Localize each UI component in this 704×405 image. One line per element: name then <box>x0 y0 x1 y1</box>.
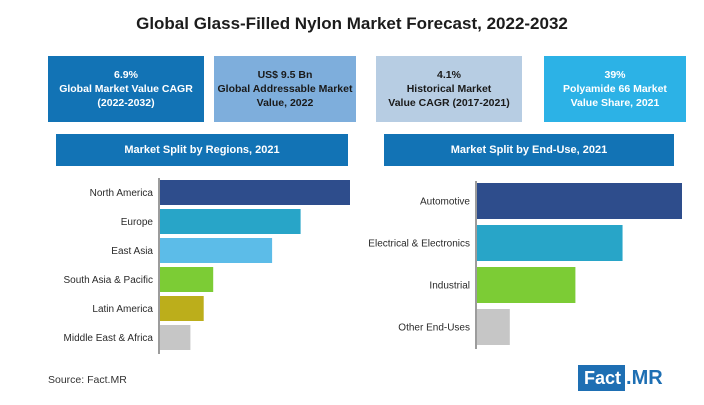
category-label-north-america: North America <box>90 188 154 199</box>
category-label-electrical-electronics: Electrical & Electronics <box>368 239 470 250</box>
category-label-south-asia-pacific: South Asia & Pacific <box>64 275 154 286</box>
stat-card-addressable-market: US$ 9.5 Bn Global Addressable Market Val… <box>214 56 356 122</box>
chart-title: Global Glass-Filled Nylon Market Forecas… <box>136 14 568 33</box>
bar-europe <box>160 209 301 234</box>
category-label-industrial: Industrial <box>429 281 470 292</box>
stat-label: Global Addressable Market <box>217 83 353 95</box>
source-note: Source: Fact.MR <box>48 374 127 386</box>
category-label-east-asia: East Asia <box>111 246 153 257</box>
stat-label-period: Value Share, 2021 <box>570 97 660 109</box>
stat-label: Global Market Value CAGR <box>59 83 193 95</box>
stat-label: Polyamide 66 Market <box>563 83 667 95</box>
bar-south-asia-pacific <box>160 267 214 292</box>
stat-label: Historical Market <box>406 83 492 95</box>
category-label-europe: Europe <box>121 217 154 228</box>
stat-value: 6.9% <box>114 69 138 81</box>
stat-card-market-value-cagr: 6.9% Global Market Value CAGR (2022-2032… <box>48 56 204 122</box>
category-label-middle-east-africa: Middle East & Africa <box>64 333 154 344</box>
stat-label-period: Value CAGR (2017-2021) <box>388 97 510 109</box>
bar-electrical-electronics <box>477 225 623 261</box>
stat-card-historical-cagr: 4.1% Historical Market Value CAGR (2017-… <box>376 56 522 122</box>
category-label-automotive: Automotive <box>420 197 470 208</box>
bar-industrial <box>477 267 576 303</box>
bar-charts: North America Europe East Asia South Asia &… <box>64 178 682 354</box>
category-label-latin-america: Latin America <box>92 304 153 315</box>
stat-label-period: Value, 2022 <box>256 97 314 109</box>
stat-value: 39% <box>604 69 626 81</box>
regions-bar-chart: North America Europe East Asia South Asia &… <box>64 178 350 354</box>
stat-value: 4.1% <box>437 69 461 81</box>
stat-card-polyamide-share: 39% Polyamide 66 Market Value Share, 202… <box>544 56 686 122</box>
end-use-bar-chart: Automotive Electrical & Electronics Indust… <box>368 181 682 349</box>
factmr-logo: Fact .MR <box>578 364 663 392</box>
bar-north-america <box>160 180 350 205</box>
bar-latin-america <box>160 296 204 321</box>
regions-chart-header: Market Split by Regions, 2021 <box>56 134 348 166</box>
category-label-other-end-uses: Other End-Uses <box>398 323 470 334</box>
bar-east-asia <box>160 238 273 263</box>
end-use-chart-header: Market Split by End-Use, 2021 <box>384 134 674 166</box>
stat-label-period: (2022-2032) <box>97 97 155 109</box>
logo-part-mr: .MR <box>626 367 663 389</box>
bar-automotive <box>477 183 682 219</box>
logo-part-fact: Fact <box>578 365 626 391</box>
stat-value: US$ 9.5 Bn <box>257 69 313 81</box>
bar-other-end-uses <box>477 309 510 345</box>
bar-middle-east-africa <box>160 325 191 350</box>
